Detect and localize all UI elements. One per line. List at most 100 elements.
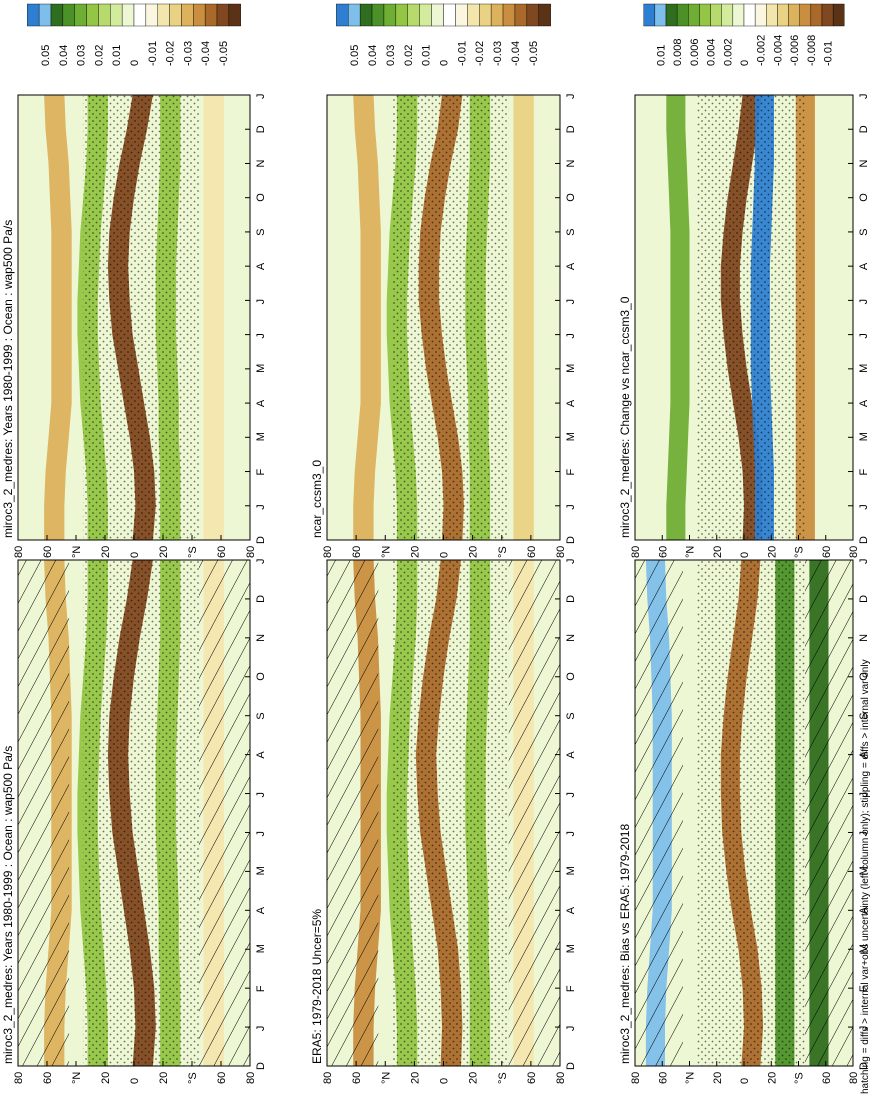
colorbar-label: 0 xyxy=(129,60,141,66)
stippling xyxy=(392,560,509,1066)
month-tick-label: J xyxy=(858,299,870,305)
colorbar-swatch xyxy=(395,3,408,27)
colorbar-swatch xyxy=(688,3,700,27)
lat-tick-label: °S xyxy=(497,546,509,558)
month-tick-label: S xyxy=(255,229,267,236)
month-tick-label: D xyxy=(858,1062,870,1070)
colorbar-swatch xyxy=(157,3,170,27)
colorbar-swatch xyxy=(643,3,656,27)
colorbar-swatch xyxy=(193,3,206,27)
month-tick-label: M xyxy=(565,866,577,875)
colorbar-swatch xyxy=(810,3,823,27)
colorbar-label: -0.008 xyxy=(806,35,818,66)
lat-tick-label: 60 xyxy=(216,1072,228,1084)
lat-tick-label: 80 xyxy=(555,546,567,558)
month-tick-label: J xyxy=(858,94,870,100)
month-tick-label: F xyxy=(565,985,577,992)
colorbar-label: -0.01 xyxy=(823,41,835,66)
colorbar-label: -0.04 xyxy=(200,41,212,66)
lat-tick-label: 80 xyxy=(555,1072,567,1084)
colorbar-label: 0.05 xyxy=(40,45,52,66)
lat-tick-label: 0 xyxy=(129,552,141,558)
month-tick-label: D xyxy=(565,1062,577,1070)
lat-tick-label: 20 xyxy=(409,546,421,558)
month-tick-label: A xyxy=(255,262,267,270)
lat-tick-label: °S xyxy=(794,1072,806,1084)
lat-tick-label: 60 xyxy=(657,1072,669,1084)
colorbar-swatch xyxy=(336,3,349,27)
stippling xyxy=(696,95,806,540)
colorbar-label: -0.004 xyxy=(772,35,784,66)
colorbar-swatch xyxy=(821,3,834,27)
month-tick-label: J xyxy=(255,333,267,339)
month-tick-label: D xyxy=(565,536,577,544)
lat-tick-label: °N xyxy=(380,1072,392,1084)
lat-tick-label: 60 xyxy=(526,546,538,558)
colorbar-swatch xyxy=(86,3,99,27)
colorbar-swatch xyxy=(721,3,734,27)
month-tick-label: J xyxy=(565,299,577,305)
month-tick-label: A xyxy=(255,906,267,914)
series-sh-storm-tracks xyxy=(203,95,224,540)
lat-tick-label: °N xyxy=(685,1072,697,1084)
month-tick-label: N xyxy=(565,159,577,167)
lat-tick-label: 20 xyxy=(468,1072,480,1084)
month-tick-label: M xyxy=(565,432,577,441)
month-tick-label: A xyxy=(255,399,267,407)
series-nh-midlatitudes xyxy=(666,95,690,540)
lat-tick-label: °S xyxy=(794,546,806,558)
colorbar-swatch xyxy=(455,3,468,27)
colorbar-swatch xyxy=(766,3,778,27)
colorbar-label: 0.006 xyxy=(689,38,701,66)
month-tick-label: J xyxy=(858,831,870,837)
month-tick-label: F xyxy=(565,469,577,476)
month-tick-label: D xyxy=(858,536,870,544)
colorbar-label: 0.002 xyxy=(722,38,734,66)
lat-tick-label: 60 xyxy=(42,1072,54,1084)
lat-tick-label: 0 xyxy=(739,552,751,558)
hatching-north xyxy=(635,560,683,1066)
month-tick-label: J xyxy=(858,792,870,798)
lat-tick-label: 80 xyxy=(322,1072,334,1084)
month-tick-label: N xyxy=(858,159,870,167)
colorbar-swatch xyxy=(216,3,230,27)
month-tick-label: J xyxy=(565,1026,577,1032)
panel-title: miroc3_2_medres: Years 1980-1999 : Ocean… xyxy=(1,746,15,1064)
month-tick-label: J xyxy=(255,792,267,798)
colorbar-swatch xyxy=(754,3,767,27)
colorbar-swatch xyxy=(788,3,800,27)
panel-right-top: 80 60 °N 20 0 20 °S 60 80 D J F M A M J J A S O N D Jmiroc3_2_… xyxy=(1,3,267,558)
panel-title: miroc3_2_medres: Bias vs ERA5: 1979-2018 xyxy=(618,824,632,1064)
colorbar-swatch xyxy=(371,3,385,27)
month-tick-label: J xyxy=(565,559,577,565)
colorbar-swatch xyxy=(665,3,678,27)
month-tick-label: D xyxy=(255,125,267,133)
month-tick-label: O xyxy=(858,672,870,681)
lat-tick-label: °S xyxy=(497,1072,509,1084)
lat-tick-label: 60 xyxy=(526,1072,538,1084)
month-tick-label: S xyxy=(565,712,577,719)
colorbar-swatch xyxy=(204,3,218,27)
month-tick-label: J xyxy=(858,504,870,510)
colorbar-label: 0.02 xyxy=(403,45,415,66)
colorbar-swatch xyxy=(133,3,147,27)
colorbar-label: -0.02 xyxy=(165,41,177,66)
month-tick-label: F xyxy=(858,469,870,476)
month-tick-label: A xyxy=(858,399,870,407)
colorbar-swatch xyxy=(676,3,689,27)
month-tick-label: D xyxy=(255,536,267,544)
month-tick-label: J xyxy=(565,831,577,837)
lat-tick-label: 60 xyxy=(42,546,54,558)
lat-tick-label: 60 xyxy=(821,546,833,558)
panel-left-middle: 80 60 °N 20 0 20 °S 60 80 D J F M A M J J A S O N D J ERA5: 197… xyxy=(310,459,577,1084)
colorbar-swatch xyxy=(832,3,845,27)
month-tick-label: D xyxy=(565,125,577,133)
lat-tick-label: 20 xyxy=(766,1072,778,1084)
stippling xyxy=(696,560,806,1066)
lat-tick-label: 20 xyxy=(100,1072,112,1084)
lat-tick-label: 20 xyxy=(158,546,170,558)
month-tick-label: J xyxy=(858,559,870,565)
colorbar-swatch xyxy=(514,3,528,27)
lat-tick-label: 0 xyxy=(439,1078,451,1084)
colorbar-swatch xyxy=(732,3,745,27)
